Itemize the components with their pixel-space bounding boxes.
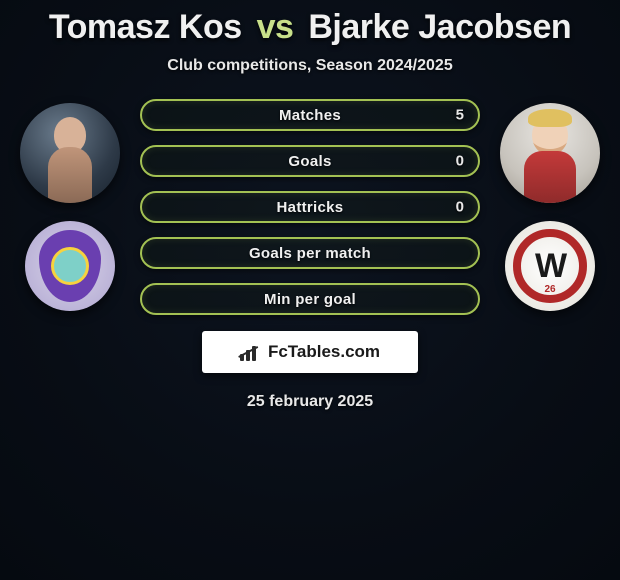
date-text: 25 february 2025 xyxy=(247,393,373,411)
stat-label: Min per goal xyxy=(264,291,356,308)
title-player1: Tomasz Kos xyxy=(49,8,242,46)
club1-inner-icon xyxy=(51,247,89,285)
stat-label: Matches xyxy=(279,107,341,124)
subtitle: Club competitions, Season 2024/2025 xyxy=(167,57,452,75)
stat-label: Hattricks xyxy=(277,199,344,216)
comparison-card: Tomasz Kos vs Bjarke Jacobsen Club compe… xyxy=(0,0,620,411)
stat-right-value: 0 xyxy=(456,199,464,216)
stat-label: Goals xyxy=(288,153,331,170)
title-vs: vs xyxy=(257,8,294,46)
player2-hair-icon xyxy=(528,109,572,127)
brand-attribution: FcTables.com xyxy=(202,331,418,373)
stat-row-min-per-goal: Min per goal xyxy=(140,283,480,315)
player1-avatar xyxy=(20,103,120,203)
stat-row-goals: Goals 0 xyxy=(140,145,480,177)
right-column: W 26 xyxy=(490,99,610,311)
fctables-logo-icon xyxy=(240,343,262,361)
mid-row: Matches 5 Goals 0 Hattricks 0 Goals per … xyxy=(0,99,620,315)
club2-number-icon: 26 xyxy=(544,284,555,295)
stat-row-goals-per-match: Goals per match xyxy=(140,237,480,269)
page-title: Tomasz Kos vs Bjarke Jacobsen xyxy=(49,8,571,47)
club1-shield-icon xyxy=(39,230,101,302)
title-player2: Bjarke Jacobsen xyxy=(308,8,571,46)
club2-letter-icon: W xyxy=(535,247,565,286)
stat-row-hattricks: Hattricks 0 xyxy=(140,191,480,223)
stats-panel: Matches 5 Goals 0 Hattricks 0 Goals per … xyxy=(140,99,480,315)
brand-text: FcTables.com xyxy=(268,342,380,362)
stat-right-value: 5 xyxy=(456,107,464,124)
player2-club-badge: W 26 xyxy=(505,221,595,311)
stat-right-value: 0 xyxy=(456,153,464,170)
stat-row-matches: Matches 5 xyxy=(140,99,480,131)
left-column xyxy=(10,99,130,311)
stat-label: Goals per match xyxy=(249,245,371,262)
player2-avatar xyxy=(500,103,600,203)
player1-club-badge xyxy=(25,221,115,311)
